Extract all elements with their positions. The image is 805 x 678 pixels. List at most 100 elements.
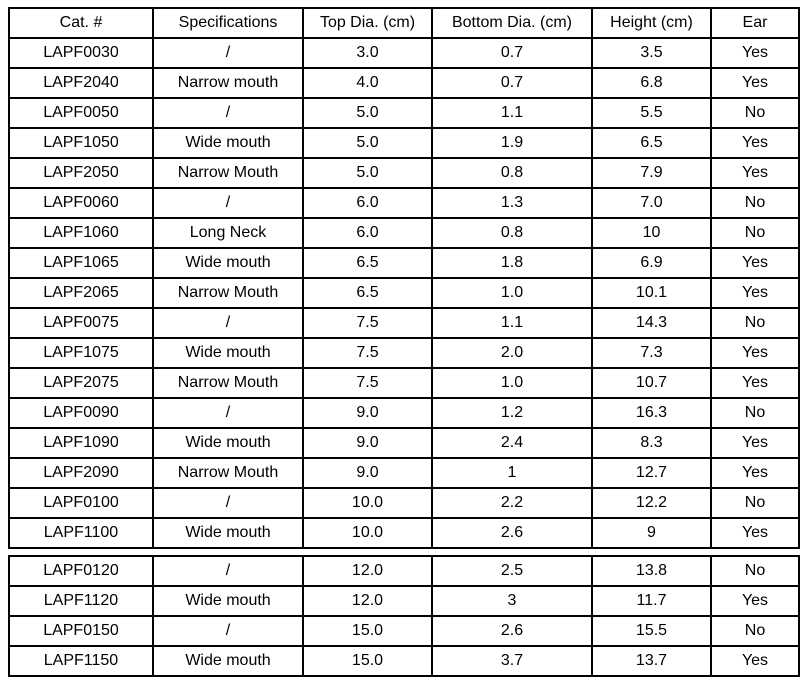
table-cell: 1.8 [431,247,593,279]
table-row: LAPF1060 Long Neck 6.0 0.8 10 No [8,217,800,249]
table-row: LAPF2090 Narrow Mouth 9.0 1 12.7 Yes [8,457,800,489]
table-cell: 0.7 [431,37,593,69]
table-cell: Yes [710,337,800,369]
table-cell: 6.0 [302,187,433,219]
table-cell: 1.0 [431,367,593,399]
table-cell: 1 [431,457,593,489]
table-cell: 10.1 [591,277,712,309]
table-row: LAPF2065 Narrow Mouth 6.5 1.0 10.1 Yes [8,277,800,309]
table-cell: Wide mouth [152,427,304,459]
table-cell: LAPF0060 [8,187,154,219]
table-cell: 2.6 [431,517,593,549]
table-cell: LAPF0150 [8,615,154,647]
table-cell: LAPF1060 [8,217,154,249]
table-cell: 9.0 [302,457,433,489]
table-cell: Wide mouth [152,337,304,369]
table-cell: Wide mouth [152,645,304,677]
table-cell: 3.5 [591,37,712,69]
table-cell: Yes [710,277,800,309]
table-cell: Narrow Mouth [152,157,304,189]
table-cell: LAPF2090 [8,457,154,489]
table-cell: 7.5 [302,337,433,369]
table-row: LAPF0150/15.0 2.6 15.5 No [8,615,800,647]
table-cell: Yes [710,67,800,99]
table-cell: LAPF1050 [8,127,154,159]
table-cell: Yes [710,247,800,279]
column-header: Bottom Dia. (cm) [431,7,593,39]
table-cell: 7.5 [302,307,433,339]
table-cell: LAPF0090 [8,397,154,429]
table-row: LAPF1050 Wide mouth 5.0 1.9 6.5 Yes [8,127,800,159]
table-cell: / [152,37,304,69]
table-cell: No [710,187,800,219]
column-header: Ear [710,7,800,39]
table-cell: 1.2 [431,397,593,429]
table-row: LAPF2050 Narrow Mouth 5.0 0.8 7.9 Yes [8,157,800,189]
table-cell: 6.0 [302,217,433,249]
table-cell: Yes [710,37,800,69]
table-cell: / [152,97,304,129]
table-row: LAPF1150 Wide mouth 15.0 3.7 13.7 Yes [8,645,800,677]
table-cell: 1.1 [431,97,593,129]
table-cell: 15.5 [591,615,712,647]
column-header: Height (cm) [591,7,712,39]
table-cell: Wide mouth [152,247,304,279]
table-cell: 7.5 [302,367,433,399]
table-cell: No [710,397,800,429]
table-cell: 1.3 [431,187,593,219]
table-cell: 8.3 [591,427,712,459]
table-cell: / [152,615,304,647]
table-cell: 15.0 [302,645,433,677]
table-cell: 12.0 [302,555,433,587]
table-cell: 4.0 [302,67,433,99]
table-cell: No [710,217,800,249]
table-cell: Yes [710,585,800,617]
table-cell: LAPF0075 [8,307,154,339]
column-header: Specifications [152,7,304,39]
table-row: LAPF0120/12.0 2.5 13.8 No [8,555,800,587]
table-cell: No [710,307,800,339]
table-cell: No [710,97,800,129]
table-cell: 2.4 [431,427,593,459]
table-cell: 2.2 [431,487,593,519]
table-cell: Narrow Mouth [152,277,304,309]
table-cell: 10.7 [591,367,712,399]
table-cell: Yes [710,127,800,159]
table-row: LAPF0030/3.0 0.7 3.5 Yes [8,37,800,69]
table-row: LAPF0050/5.0 1.1 5.5 No [8,97,800,129]
table-cell: 12.2 [591,487,712,519]
table-cell: No [710,615,800,647]
table-cell: No [710,487,800,519]
table-cell: 2.5 [431,555,593,587]
table-row: LAPF1075 Wide mouth 7.5 2.0 7.3 Yes [8,337,800,369]
table-cell: / [152,397,304,429]
table-cell: LAPF1090 [8,427,154,459]
table-cell: 9.0 [302,427,433,459]
table-cell: 6.5 [302,247,433,279]
column-header: Cat. # [8,7,154,39]
spec-table-lower-segment: LAPF0120/12.0 2.5 13.8 No LAPF1120 Wide mouth… [8,555,800,677]
table-cell: 13.8 [591,555,712,587]
table-cell: Narrow mouth [152,67,304,99]
table-cell: 6.9 [591,247,712,279]
table-row: LAPF2075 Narrow Mouth 7.5 1.0 10.7 Yes [8,367,800,399]
table-cell: LAPF0120 [8,555,154,587]
product-spec-table-container: Cat. # Specifications Top Dia. (cm) Bottom … [8,7,800,677]
table-row: LAPF0090/9.0 1.2 16.3 No [8,397,800,429]
table-cell: LAPF2075 [8,367,154,399]
table-cell: 3 [431,585,593,617]
table-cell: Narrow Mouth [152,367,304,399]
table-cell: 11.7 [591,585,712,617]
table-cell: LAPF2040 [8,67,154,99]
table-row: LAPF1120 Wide mouth 12.0 3 11.7 Yes [8,585,800,617]
table-cell: 6.5 [591,127,712,159]
table-cell: LAPF1120 [8,585,154,617]
table-cell: LAPF2065 [8,277,154,309]
table-cell: 6.8 [591,67,712,99]
table-cell: 15.0 [302,615,433,647]
table-cell: 1.0 [431,277,593,309]
table-cell: 12.0 [302,585,433,617]
table-cell: 0.7 [431,67,593,99]
table-cell: 14.3 [591,307,712,339]
table-cell: LAPF1100 [8,517,154,549]
